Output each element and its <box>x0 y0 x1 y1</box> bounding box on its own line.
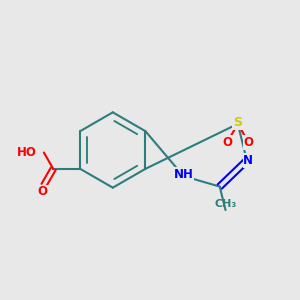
Text: O: O <box>244 136 254 149</box>
Text: CH₃: CH₃ <box>214 199 237 209</box>
Text: N: N <box>243 154 253 167</box>
Text: S: S <box>233 116 242 129</box>
Text: O: O <box>222 136 232 149</box>
Text: O: O <box>38 185 47 198</box>
Text: NH: NH <box>174 168 194 181</box>
Text: HO: HO <box>17 146 37 159</box>
